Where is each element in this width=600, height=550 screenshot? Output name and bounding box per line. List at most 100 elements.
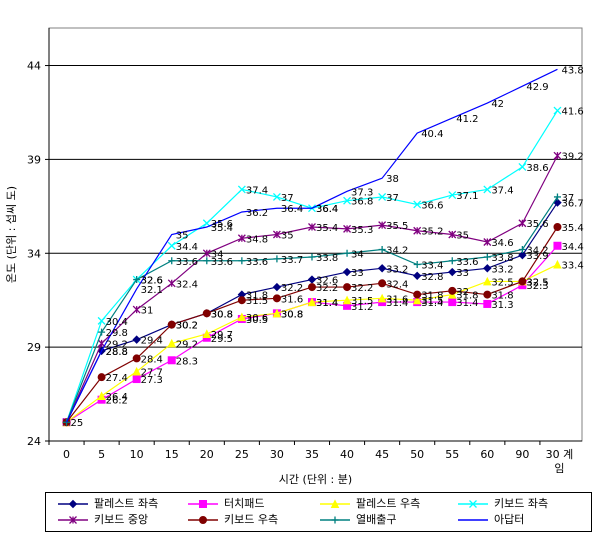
data-label: 35.4 — [316, 223, 338, 234]
data-label: 37 — [561, 193, 574, 204]
data-label: 33.6 — [246, 257, 268, 268]
data-label: 37.3 — [351, 187, 373, 198]
data-label: 36.4 — [316, 204, 338, 215]
data-point — [553, 151, 562, 160]
x-tick-label: 20 — [200, 448, 214, 461]
data-point — [272, 282, 282, 292]
data-point — [307, 275, 317, 284]
data-label: 35.6 — [211, 219, 233, 230]
data-point — [483, 276, 492, 286]
data-label: 37.1 — [456, 191, 478, 202]
data-label: 30.8 — [281, 309, 303, 320]
data-label: 27.3 — [141, 375, 163, 386]
data-label: 31.4 — [316, 298, 338, 309]
data-point — [518, 246, 526, 254]
data-label: 42 — [491, 99, 504, 110]
data-label: 35 — [281, 231, 294, 242]
data-label: 31.8 — [456, 291, 478, 302]
data-point — [237, 185, 246, 194]
y-tick-label: 24 — [27, 435, 41, 448]
data-point — [413, 200, 422, 209]
data-label: 33.2 — [386, 264, 408, 275]
data-label: 32.3 — [526, 281, 548, 292]
data-label: 32.1 — [141, 285, 163, 296]
data-point — [448, 298, 457, 307]
data-label: 32.6 — [141, 276, 163, 287]
series-8 — [65, 68, 558, 423]
data-point — [483, 264, 492, 273]
data-label: 33.7 — [281, 255, 303, 266]
data-point — [203, 257, 211, 265]
data-label: 34.4 — [176, 242, 198, 253]
data-label: 35 — [176, 231, 189, 242]
legend-label: 팔레스트 우측 — [356, 497, 421, 510]
series-3 — [62, 259, 562, 427]
y-tick-label: 29 — [27, 341, 41, 354]
data-label: 31.4 — [421, 298, 443, 309]
data-point — [237, 296, 246, 305]
line-chart: 24 29 34 39 44 0 5 10 15 20 25 30 35 40 45 50 55 60 90 30 계… — [5, 27, 584, 486]
data-point — [167, 356, 176, 365]
data-label: 35.4 — [211, 223, 233, 234]
data-point — [342, 267, 352, 277]
data-point — [553, 222, 562, 231]
data-label: 28.4 — [141, 354, 163, 365]
data-point — [378, 246, 386, 254]
data-label: 36.2 — [246, 208, 268, 219]
data-point — [273, 255, 281, 263]
data-point — [343, 283, 352, 292]
data-point — [132, 354, 141, 363]
data-point — [518, 162, 527, 171]
data-point — [133, 276, 141, 284]
data-label: 27.4 — [106, 373, 128, 384]
data-label: 33.8 — [491, 253, 513, 264]
data-point — [308, 253, 316, 261]
data-label: 41.6 — [561, 107, 583, 118]
legend-swatch — [188, 516, 218, 524]
data-label: 33.6 — [211, 257, 233, 268]
data-label: 32 — [456, 287, 469, 298]
data-label: 33 — [456, 268, 469, 279]
data-label: 40.4 — [421, 129, 443, 140]
data-label: 35.5 — [386, 221, 408, 232]
y-tick-label: 34 — [27, 247, 41, 260]
data-point — [238, 257, 246, 265]
data-point — [553, 193, 561, 201]
x-tick-label: 40 — [340, 448, 354, 461]
x-tick-label: 25 — [235, 448, 249, 461]
y-tick-label: 44 — [27, 60, 41, 73]
data-label: 32.5 — [526, 277, 548, 288]
data-label: 33 — [351, 268, 364, 279]
data-label: 42.9 — [526, 82, 548, 93]
data-point — [97, 373, 106, 382]
x-tick-label-cont: 임 — [554, 462, 564, 475]
data-point — [343, 249, 351, 257]
data-label: 33.6 — [456, 257, 478, 268]
data-point — [272, 230, 281, 239]
series-6 — [62, 222, 562, 427]
legend-label: 키보드 좌측 — [494, 497, 549, 510]
data-point — [377, 264, 387, 273]
data-label: 29.4 — [141, 336, 163, 347]
x-tick-label: 50 — [410, 448, 424, 461]
data-label: 30.5 — [246, 315, 268, 326]
data-label: 30.8 — [211, 309, 233, 320]
legend-marker — [331, 516, 339, 524]
data-label: 29.7 — [211, 330, 233, 341]
data-label: 41.2 — [456, 114, 478, 125]
legend-marker — [199, 500, 207, 508]
x-tick-label: 5 — [98, 448, 105, 461]
data-label: 34.2 — [526, 246, 548, 257]
data-label: 30.8 — [281, 309, 303, 320]
data-label: 36.4 — [281, 204, 303, 215]
data-point — [342, 295, 352, 305]
data-label: 36.8 — [351, 197, 373, 208]
data-label: 29.5 — [211, 334, 233, 345]
data-label: 25 — [71, 418, 84, 429]
data-label: 31.4 — [456, 298, 478, 309]
data-point — [132, 335, 141, 344]
data-label: 36.7 — [561, 199, 583, 210]
data-point — [518, 250, 527, 260]
data-label: 31.2 — [351, 302, 373, 313]
